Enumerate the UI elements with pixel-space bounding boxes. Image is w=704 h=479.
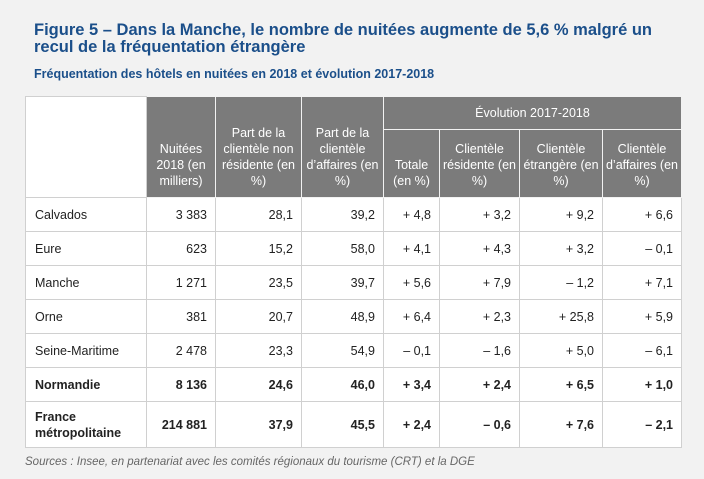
cell-part-non-residente: 37,9 xyxy=(215,401,302,448)
table-row-seine-maritime: Seine-Maritime 2 478 23,3 54,9 – 0,1 – 1… xyxy=(25,333,682,368)
header-corner xyxy=(25,96,147,198)
cell-clientele-affaires: + 1,0 xyxy=(602,367,682,402)
cell-part-affaires: 39,2 xyxy=(301,197,384,232)
cell-evolution-totale: + 6,4 xyxy=(383,299,440,334)
cell-clientele-affaires: – 0,1 xyxy=(602,231,682,266)
header-clientele-etrangere: Clientèle étrangère (en %) xyxy=(519,129,603,198)
table-row-france-metropolitaine: France métropolitaine 214 881 37,9 45,5 … xyxy=(25,401,682,448)
cell-clientele-residente: + 4,3 xyxy=(439,231,520,266)
header-evolution-totale: Totale (en %) xyxy=(383,129,440,198)
cell-clientele-affaires: + 5,9 xyxy=(602,299,682,334)
cell-clientele-residente: + 2,3 xyxy=(439,299,520,334)
header-clientele-affaires: Clientèle d’affaires (en %) xyxy=(602,129,682,198)
cell-clientele-affaires: + 7,1 xyxy=(602,265,682,300)
cell-evolution-totale: + 2,4 xyxy=(383,401,440,448)
table-row-manche: Manche 1 271 23,5 39,7 + 5,6 + 7,9 – 1,2… xyxy=(25,265,682,300)
cell-nuitees: 623 xyxy=(146,231,216,266)
header-nuitees: Nuitées 2018 (en milliers) xyxy=(146,96,216,198)
data-table: Nuitées 2018 (en milliers) Part de la cl… xyxy=(25,96,682,448)
cell-nuitees: 3 383 xyxy=(146,197,216,232)
cell-evolution-totale: + 4,8 xyxy=(383,197,440,232)
cell-part-affaires: 39,7 xyxy=(301,265,384,300)
cell-part-non-residente: 23,3 xyxy=(215,333,302,368)
cell-clientele-etrangere: + 5,0 xyxy=(519,333,603,368)
table-row-normandie: Normandie 8 136 24,6 46,0 + 3,4 + 2,4 + … xyxy=(25,367,682,402)
cell-clientele-affaires: – 2,1 xyxy=(602,401,682,448)
cell-part-non-residente: 24,6 xyxy=(215,367,302,402)
cell-nuitees: 1 271 xyxy=(146,265,216,300)
cell-part-affaires: 45,5 xyxy=(301,401,384,448)
cell-clientele-residente: + 3,2 xyxy=(439,197,520,232)
cell-part-affaires: 46,0 xyxy=(301,367,384,402)
table-row-eure: Eure 623 15,2 58,0 + 4,1 + 4,3 + 3,2 – 0… xyxy=(25,231,682,266)
cell-part-non-residente: 23,5 xyxy=(215,265,302,300)
header-part-affaires: Part de la clientèle d’affaires (en %) xyxy=(301,96,384,198)
figure-title: Figure 5 – Dans la Manche, le nombre de … xyxy=(34,21,653,56)
cell-nuitees: 2 478 xyxy=(146,333,216,368)
cell-evolution-totale: + 5,6 xyxy=(383,265,440,300)
cell-part-non-residente: 15,2 xyxy=(215,231,302,266)
cell-clientele-residente: – 1,6 xyxy=(439,333,520,368)
cell-clientele-residente: – 0,6 xyxy=(439,401,520,448)
cell-clientele-affaires: + 6,6 xyxy=(602,197,682,232)
cell-clientele-etrangere: – 1,2 xyxy=(519,265,603,300)
row-label: Manche xyxy=(25,265,147,300)
cell-clientele-residente: + 7,9 xyxy=(439,265,520,300)
cell-clientele-affaires: – 6,1 xyxy=(602,333,682,368)
cell-clientele-etrangere: + 3,2 xyxy=(519,231,603,266)
figure-subtitle: Fréquentation des hôtels en nuitées en 2… xyxy=(34,67,435,81)
cell-nuitees: 381 xyxy=(146,299,216,334)
cell-nuitees: 214 881 xyxy=(146,401,216,448)
row-label: Orne xyxy=(25,299,147,334)
row-label: Eure xyxy=(25,231,147,266)
cell-clientele-etrangere: + 25,8 xyxy=(519,299,603,334)
cell-clientele-etrangere: + 7,6 xyxy=(519,401,603,448)
row-label: France métropolitaine xyxy=(25,401,147,448)
row-label: Calvados xyxy=(25,197,147,232)
cell-part-non-residente: 20,7 xyxy=(215,299,302,334)
table-row-calvados: Calvados 3 383 28,1 39,2 + 4,8 + 3,2 + 9… xyxy=(25,197,682,232)
cell-part-affaires: 48,9 xyxy=(301,299,384,334)
cell-nuitees: 8 136 xyxy=(146,367,216,402)
table-row-orne: Orne 381 20,7 48,9 + 6,4 + 2,3 + 25,8 + … xyxy=(25,299,682,334)
cell-clientele-etrangere: + 9,2 xyxy=(519,197,603,232)
source-note: Sources : Insee, en partenariat avec les… xyxy=(25,456,475,468)
header-evolution-group: Évolution 2017-2018 xyxy=(383,96,682,130)
cell-clientele-residente: + 2,4 xyxy=(439,367,520,402)
header-clientele-residente: Clientèle résidente (en %) xyxy=(439,129,520,198)
cell-evolution-totale: + 4,1 xyxy=(383,231,440,266)
cell-evolution-totale: + 3,4 xyxy=(383,367,440,402)
cell-part-affaires: 54,9 xyxy=(301,333,384,368)
header-part-non-residente: Part de la clientèle non résidente (en %… xyxy=(215,96,302,198)
row-label: Normandie xyxy=(25,367,147,402)
cell-part-non-residente: 28,1 xyxy=(215,197,302,232)
row-label: Seine-Maritime xyxy=(25,333,147,368)
cell-evolution-totale: – 0,1 xyxy=(383,333,440,368)
cell-part-affaires: 58,0 xyxy=(301,231,384,266)
cell-clientele-etrangere: + 6,5 xyxy=(519,367,603,402)
